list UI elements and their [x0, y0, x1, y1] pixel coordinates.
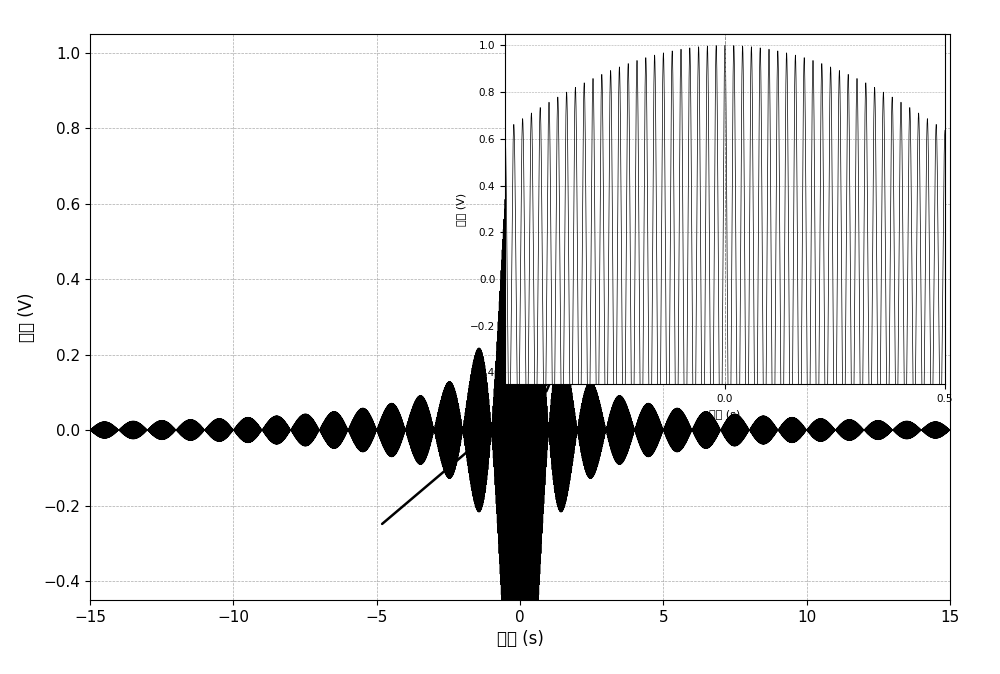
- Y-axis label: 电压 (V): 电压 (V): [18, 292, 36, 342]
- Y-axis label: 电压 (V): 电压 (V): [456, 192, 466, 226]
- X-axis label: 时间 (s): 时间 (s): [709, 410, 741, 419]
- X-axis label: 时间 (s): 时间 (s): [497, 630, 543, 648]
